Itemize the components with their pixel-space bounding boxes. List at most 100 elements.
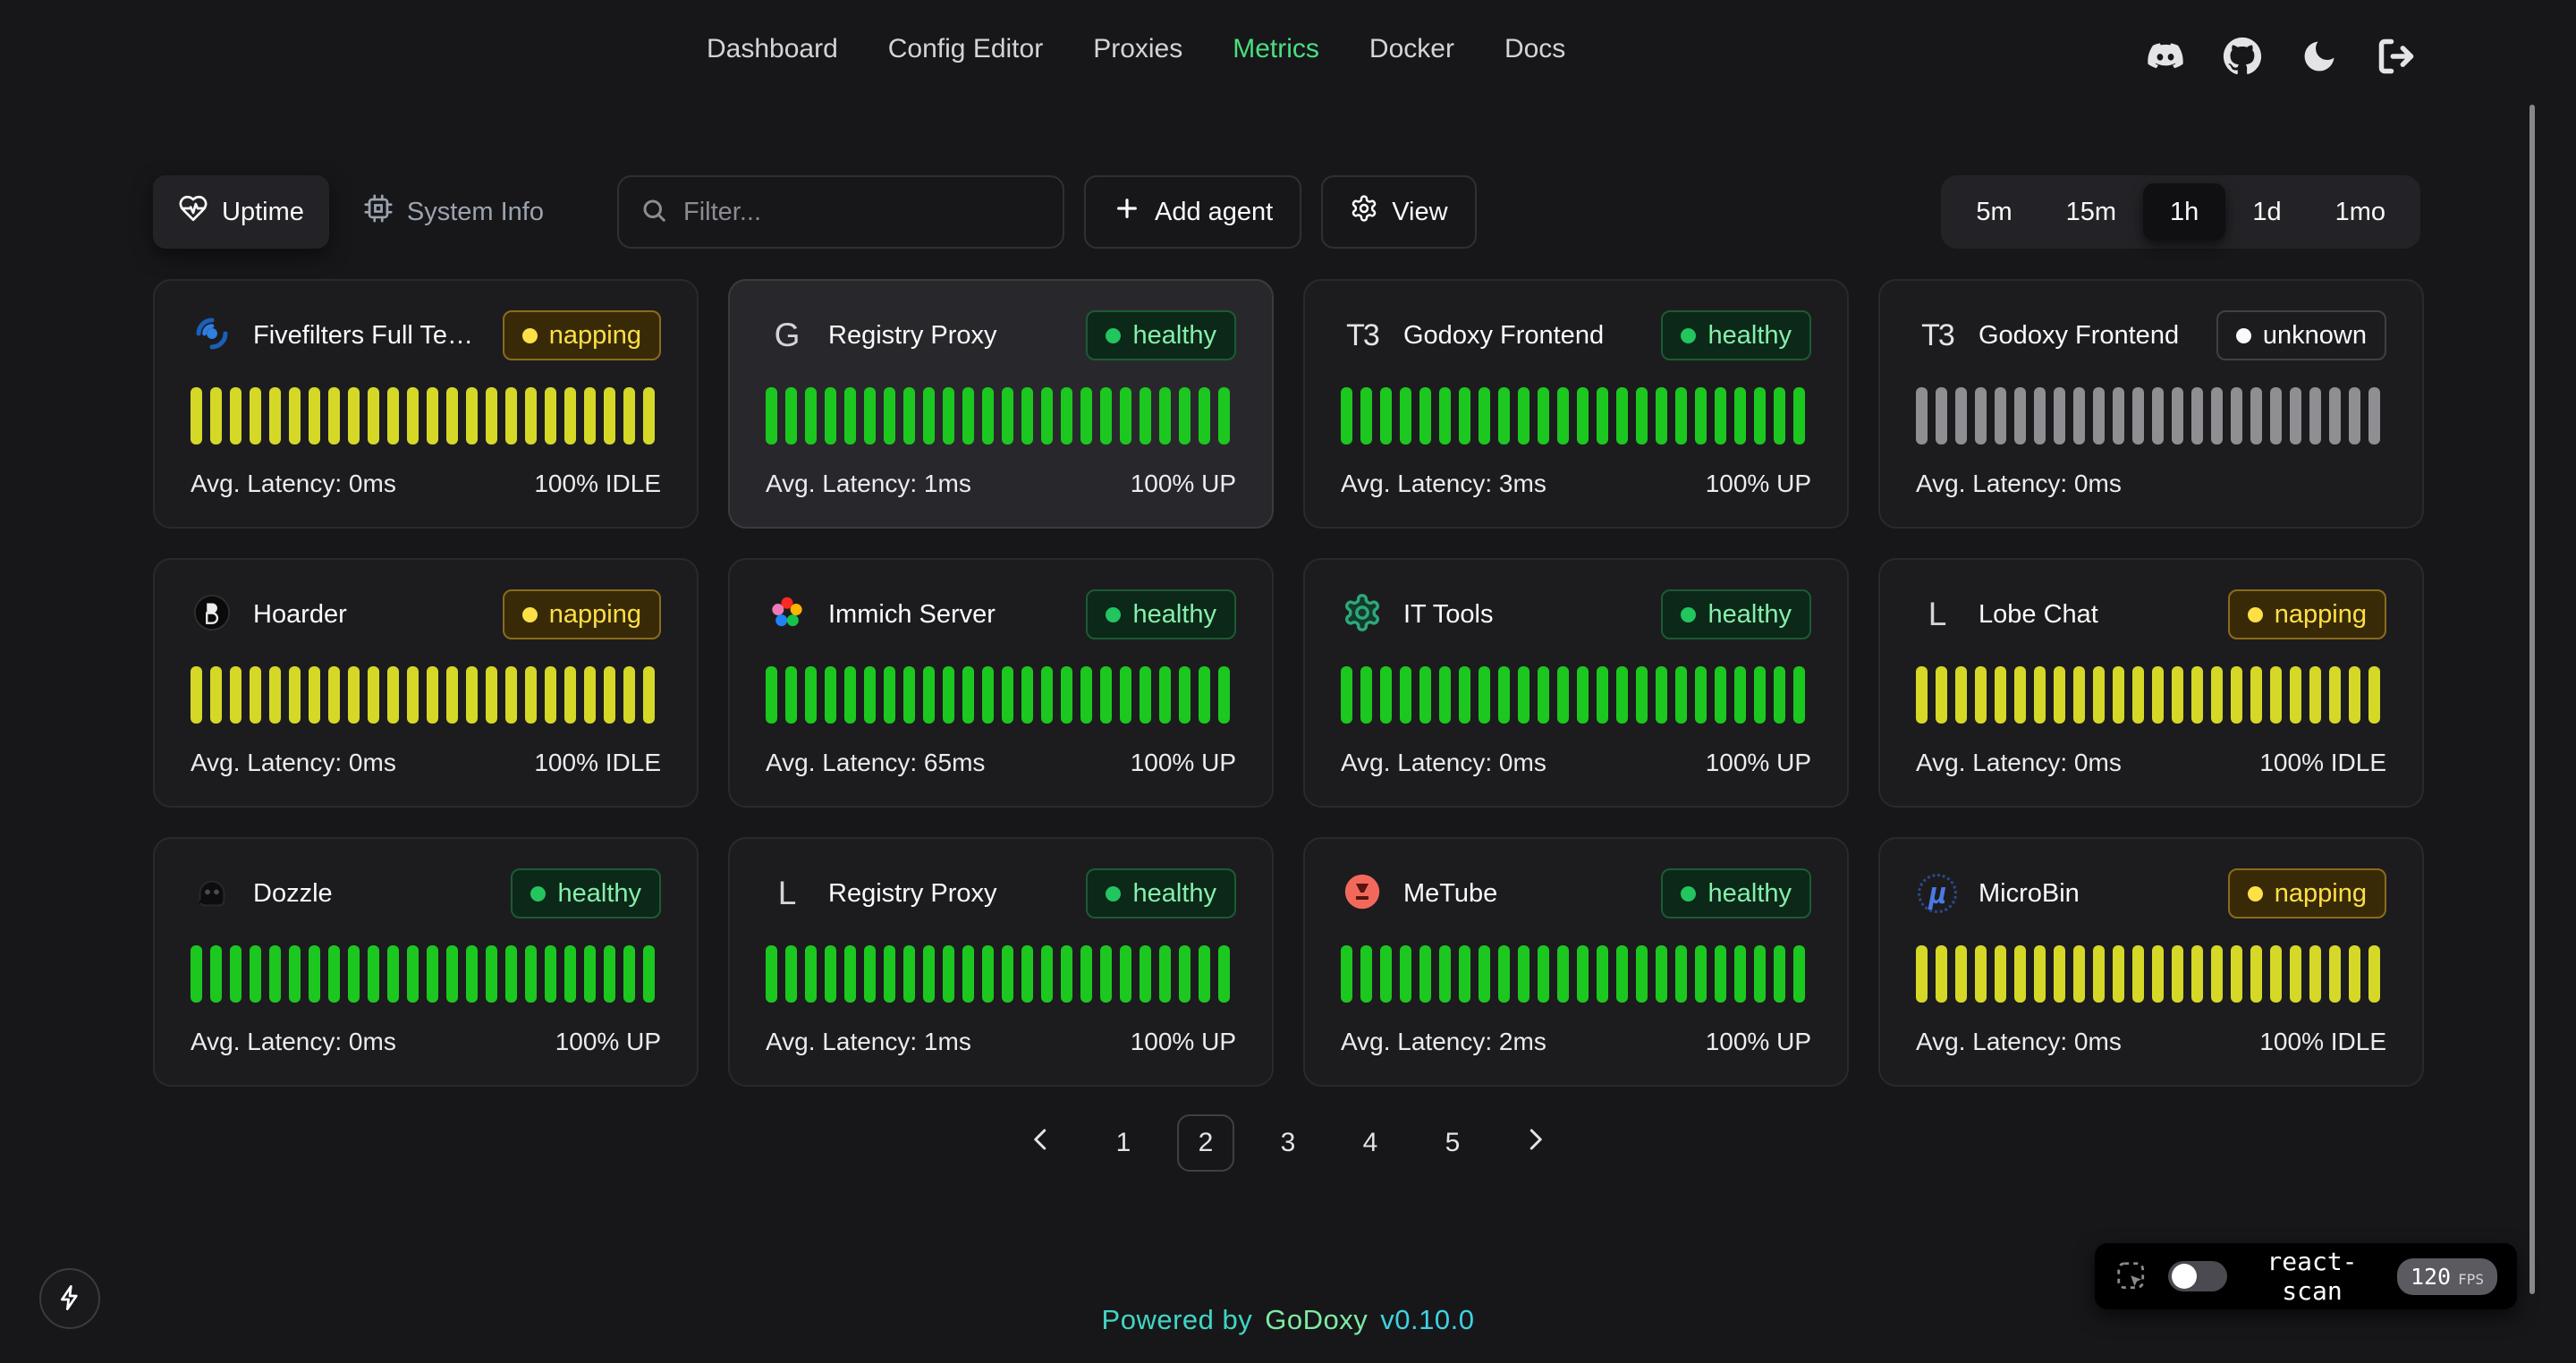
github-icon[interactable] bbox=[2222, 36, 2263, 77]
uptime-bar bbox=[446, 665, 458, 724]
time-range-1d[interactable]: 1d bbox=[2252, 197, 2282, 226]
uptime-bar bbox=[525, 665, 537, 724]
uptime-bars bbox=[1341, 944, 1811, 1003]
react-scan-toggle[interactable] bbox=[2168, 1261, 2227, 1291]
tab-system-info[interactable]: System Info bbox=[338, 175, 569, 249]
uptime-bar bbox=[250, 665, 261, 724]
nav-item-dashboard[interactable]: Dashboard bbox=[707, 34, 838, 63]
uptime-text: 100% IDLE bbox=[2259, 1028, 2386, 1055]
nav-item-docs[interactable]: Docs bbox=[1504, 34, 1566, 63]
page-button-3[interactable]: 3 bbox=[1280, 1128, 1296, 1157]
uptime-bar bbox=[1695, 665, 1707, 724]
it-tools-icon bbox=[1342, 592, 1383, 638]
uptime-bar bbox=[1199, 386, 1210, 444]
time-range-1mo[interactable]: 1mo bbox=[2334, 197, 2385, 226]
service-card-godoxy-frontend[interactable]: T3 Godoxy Frontend unknown Avg. Latency:… bbox=[1878, 279, 2424, 529]
uptime-bar bbox=[564, 944, 576, 1003]
card-header: µ MicroBin napping bbox=[1916, 868, 2386, 919]
heart-pulse-icon bbox=[178, 193, 208, 231]
prev-page-button[interactable] bbox=[1013, 1114, 1070, 1172]
uptime-bar bbox=[486, 944, 497, 1003]
service-card-registry-proxy[interactable]: L Registry Proxy healthy Avg. Latency: 1… bbox=[728, 837, 1274, 1087]
status-label: healthy bbox=[1132, 878, 1216, 908]
status-dot-icon bbox=[1681, 327, 1697, 343]
time-range-5m[interactable]: 5m bbox=[1976, 197, 2012, 226]
service-name: Registry Proxy bbox=[828, 320, 997, 350]
service-card-immich-server[interactable]: Immich Server healthy Avg. Latency: 65ms… bbox=[728, 558, 1274, 808]
tab-uptime[interactable]: Uptime bbox=[153, 175, 329, 249]
brand-link[interactable]: GoDoxy bbox=[1265, 1304, 1368, 1335]
page-button-5[interactable]: 5 bbox=[1445, 1128, 1461, 1157]
service-card-godoxy-frontend[interactable]: T3 Godoxy Frontend healthy Avg. Latency:… bbox=[1303, 279, 1849, 529]
page-button-2[interactable]: 2 bbox=[1177, 1114, 1234, 1172]
uptime-bar bbox=[1360, 665, 1372, 724]
scrollbar-thumb[interactable] bbox=[2529, 105, 2535, 1294]
uptime-bar bbox=[1734, 944, 1746, 1003]
discord-icon[interactable] bbox=[2145, 36, 2186, 77]
uptime-bar bbox=[1179, 386, 1191, 444]
uptime-bar bbox=[427, 386, 438, 444]
service-card-microbin[interactable]: µ MicroBin napping Avg. Latency: 0ms 100… bbox=[1878, 837, 2424, 1087]
nav-item-docker[interactable]: Docker bbox=[1368, 34, 1454, 63]
moon-icon[interactable] bbox=[2299, 36, 2340, 77]
nav-item-metrics[interactable]: Metrics bbox=[1233, 34, 1319, 63]
service-card-dozzle[interactable]: Dozzle healthy Avg. Latency: 0ms 100% UP bbox=[153, 837, 699, 1087]
zap-button[interactable] bbox=[39, 1268, 100, 1329]
uptime-bar bbox=[1080, 386, 1092, 444]
t3-icon: T3 bbox=[1346, 317, 1380, 352]
page-button-4[interactable]: 4 bbox=[1362, 1128, 1378, 1157]
view-button[interactable]: View bbox=[1321, 175, 1477, 249]
nav-item-config-editor[interactable]: Config Editor bbox=[887, 34, 1044, 63]
next-page-button[interactable] bbox=[1506, 1114, 1563, 1172]
status-badge: healthy bbox=[1086, 310, 1236, 360]
uptime-bar bbox=[1995, 944, 2006, 1003]
uptime-bar bbox=[864, 386, 876, 444]
uptime-bar bbox=[923, 386, 935, 444]
uptime-bar bbox=[1218, 386, 1230, 444]
service-name: Lobe Chat bbox=[1979, 599, 2098, 629]
uptime-bar bbox=[2368, 944, 2380, 1003]
service-card-hoarder[interactable]: Hoarder napping Avg. Latency: 0ms 100% I… bbox=[153, 558, 699, 808]
uptime-bars bbox=[1341, 665, 1811, 724]
uptime-bar bbox=[191, 665, 202, 724]
uptime-bar bbox=[1916, 386, 1928, 444]
uptime-bar bbox=[982, 944, 994, 1003]
uptime-bar bbox=[903, 386, 915, 444]
uptime-bar bbox=[1754, 665, 1766, 724]
page-button-1[interactable]: 1 bbox=[1115, 1128, 1131, 1157]
uptime-bar bbox=[2349, 944, 2360, 1003]
inspect-icon[interactable] bbox=[2114, 1259, 2148, 1293]
service-name: Hoarder bbox=[253, 599, 347, 629]
status-badge: napping bbox=[2227, 868, 2386, 919]
service-card-fivefilters-full-tex[interactable]: Fivefilters Full Tex… napping Avg. Laten… bbox=[153, 279, 699, 529]
uptime-bar bbox=[1380, 665, 1392, 724]
uptime-bar bbox=[1459, 386, 1470, 444]
uptime-bar bbox=[2231, 944, 2242, 1003]
status-dot-icon bbox=[2247, 885, 2263, 902]
service-card-it-tools[interactable]: IT Tools healthy Avg. Latency: 0ms 100% … bbox=[1303, 558, 1849, 808]
version-text: v0.10.0 bbox=[1380, 1304, 1475, 1335]
uptime-bar bbox=[348, 944, 360, 1003]
add-agent-label: Add agent bbox=[1154, 197, 1274, 226]
time-range-15m[interactable]: 15m bbox=[2065, 197, 2117, 226]
uptime-bar bbox=[2309, 665, 2321, 724]
service-card-lobe-chat[interactable]: L Lobe Chat napping Avg. Latency: 0ms 10… bbox=[1878, 558, 2424, 808]
filter-input[interactable] bbox=[681, 196, 1041, 228]
uptime-bar bbox=[1538, 665, 1549, 724]
uptime-bar bbox=[250, 944, 261, 1003]
logout-icon[interactable] bbox=[2376, 36, 2417, 77]
service-card-metube[interactable]: MeTube healthy Avg. Latency: 2ms 100% UP bbox=[1303, 837, 1849, 1087]
uptime-bar bbox=[1995, 665, 2006, 724]
status-dot-icon bbox=[2247, 606, 2263, 622]
uptime-bar bbox=[1041, 665, 1053, 724]
uptime-bar bbox=[2152, 386, 2164, 444]
time-range-1h[interactable]: 1h bbox=[2143, 183, 2226, 241]
uptime-bar bbox=[1159, 665, 1171, 724]
service-card-registry-proxy[interactable]: G Registry Proxy healthy Avg. Latency: 1… bbox=[728, 279, 1274, 529]
uptime-bar bbox=[766, 944, 777, 1003]
uptime-bar bbox=[1179, 944, 1191, 1003]
uptime-bar bbox=[623, 386, 635, 444]
status-dot-icon bbox=[2235, 327, 2251, 343]
nav-item-proxies[interactable]: Proxies bbox=[1093, 34, 1183, 63]
add-agent-button[interactable]: Add agent bbox=[1083, 175, 1302, 249]
